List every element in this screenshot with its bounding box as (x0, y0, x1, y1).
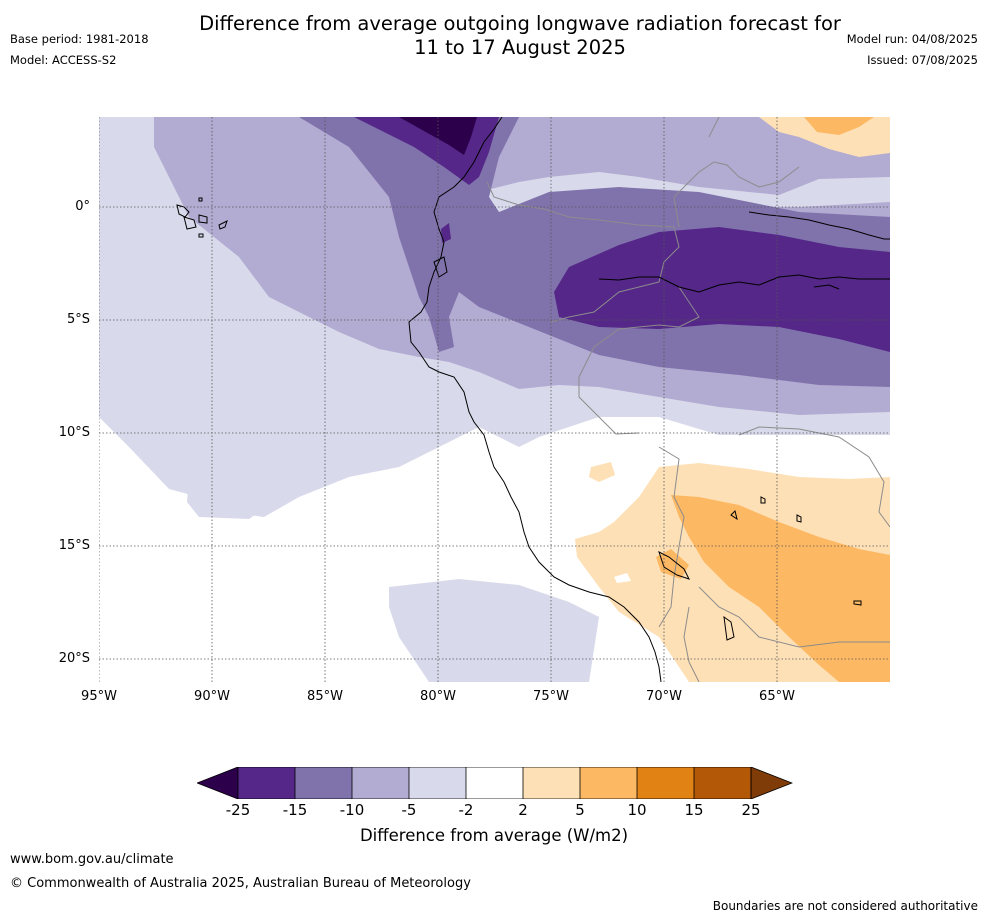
model-run: Model run: 04/08/2025 (846, 32, 978, 46)
meta-left: Base period: 1981-2018 Model: ACCESS-S2 (10, 32, 149, 74)
base-period: Base period: 1981-2018 (10, 32, 149, 46)
map-title: Difference from average outgoing longwav… (0, 12, 988, 60)
anomaly-map (99, 117, 890, 682)
cb-tick-m10: -10 (339, 801, 365, 819)
colorbar-bin-m15-m10 (295, 767, 352, 799)
galapagos-islands (176, 197, 228, 238)
colorbar-bin-m25-m15 (238, 767, 295, 799)
country-borders (486, 117, 890, 682)
colorbar-bin-p5-p10 (580, 767, 637, 799)
region-m5-m2-west (187, 477, 259, 519)
lat-label-15s: 15°S (58, 538, 90, 553)
cb-tick-p5: 5 (575, 801, 585, 819)
cb-tick-m15: -15 (282, 801, 308, 819)
cb-tick-p25: 25 (741, 801, 761, 819)
region-p5-p10-south (671, 495, 890, 682)
colorbar-bin-m10-m5 (352, 767, 409, 799)
colorbar-bin-p15-p25 (694, 767, 751, 799)
region-m25-m15-amazon (554, 227, 890, 352)
cb-tick-p2: 2 (518, 801, 528, 819)
colorbar-arrow-low (197, 767, 239, 799)
cb-tick-p15: 15 (684, 801, 704, 819)
colorbar-bin-m5-m2 (409, 767, 466, 799)
region-m5-m2-south (389, 579, 599, 682)
colorbar-bin-p2-p5 (523, 767, 580, 799)
region-p2-p5-spot (589, 462, 615, 482)
coastline (408, 117, 890, 682)
region-p5-p10-north (804, 117, 874, 135)
meta-right: Model run: 04/08/2025 Issued: 07/08/2025 (847, 32, 978, 74)
region-m25-m15-spot (441, 223, 451, 243)
lat-label-5s: 5°S (66, 312, 90, 327)
lon-label-65w: 65°W (759, 689, 795, 704)
lat-label-20s: 20°S (58, 651, 90, 666)
lon-label-85w: 85°W (307, 689, 343, 704)
gridlines (99, 117, 890, 682)
cb-tick-p10: 10 (627, 801, 647, 819)
colorbar-bin-p10-p15 (637, 767, 694, 799)
title-line-2: 11 to 17 August 2025 (414, 36, 626, 59)
lon-label-90w: 90°W (194, 689, 230, 704)
region-white-pocket (614, 573, 631, 583)
cb-tick-m2: -2 (458, 801, 474, 819)
boundaries-disclaimer: Boundaries are not considered authoritat… (712, 899, 978, 913)
colorbar-bin-m2-p2 (466, 767, 523, 799)
title-line-1: Difference from average outgoing longwav… (199, 12, 841, 35)
lon-label-80w: 80°W (420, 689, 456, 704)
model-name: Model: ACCESS-S2 (10, 53, 117, 67)
colorbar (197, 767, 793, 799)
copyright-notice: © Commonwealth of Australia 2025, Austra… (10, 876, 471, 891)
colorbar-arrow-high (750, 767, 793, 799)
cb-tick-m5: -5 (401, 801, 417, 819)
issued-date: Issued: 07/08/2025 (867, 53, 978, 67)
lat-label-0: 0° (75, 199, 90, 214)
lon-label-95w: 95°W (81, 689, 117, 704)
website-link[interactable]: www.bom.gov.au/climate (10, 852, 174, 867)
lon-label-70w: 70°W (646, 689, 682, 704)
region-p5-p10-spot (656, 549, 689, 579)
cb-tick-m25: -25 (225, 801, 251, 819)
lon-label-75w: 75°W (533, 689, 569, 704)
lat-label-10s: 10°S (58, 425, 90, 440)
colorbar-title: Difference from average (W/m2) (359, 826, 629, 845)
